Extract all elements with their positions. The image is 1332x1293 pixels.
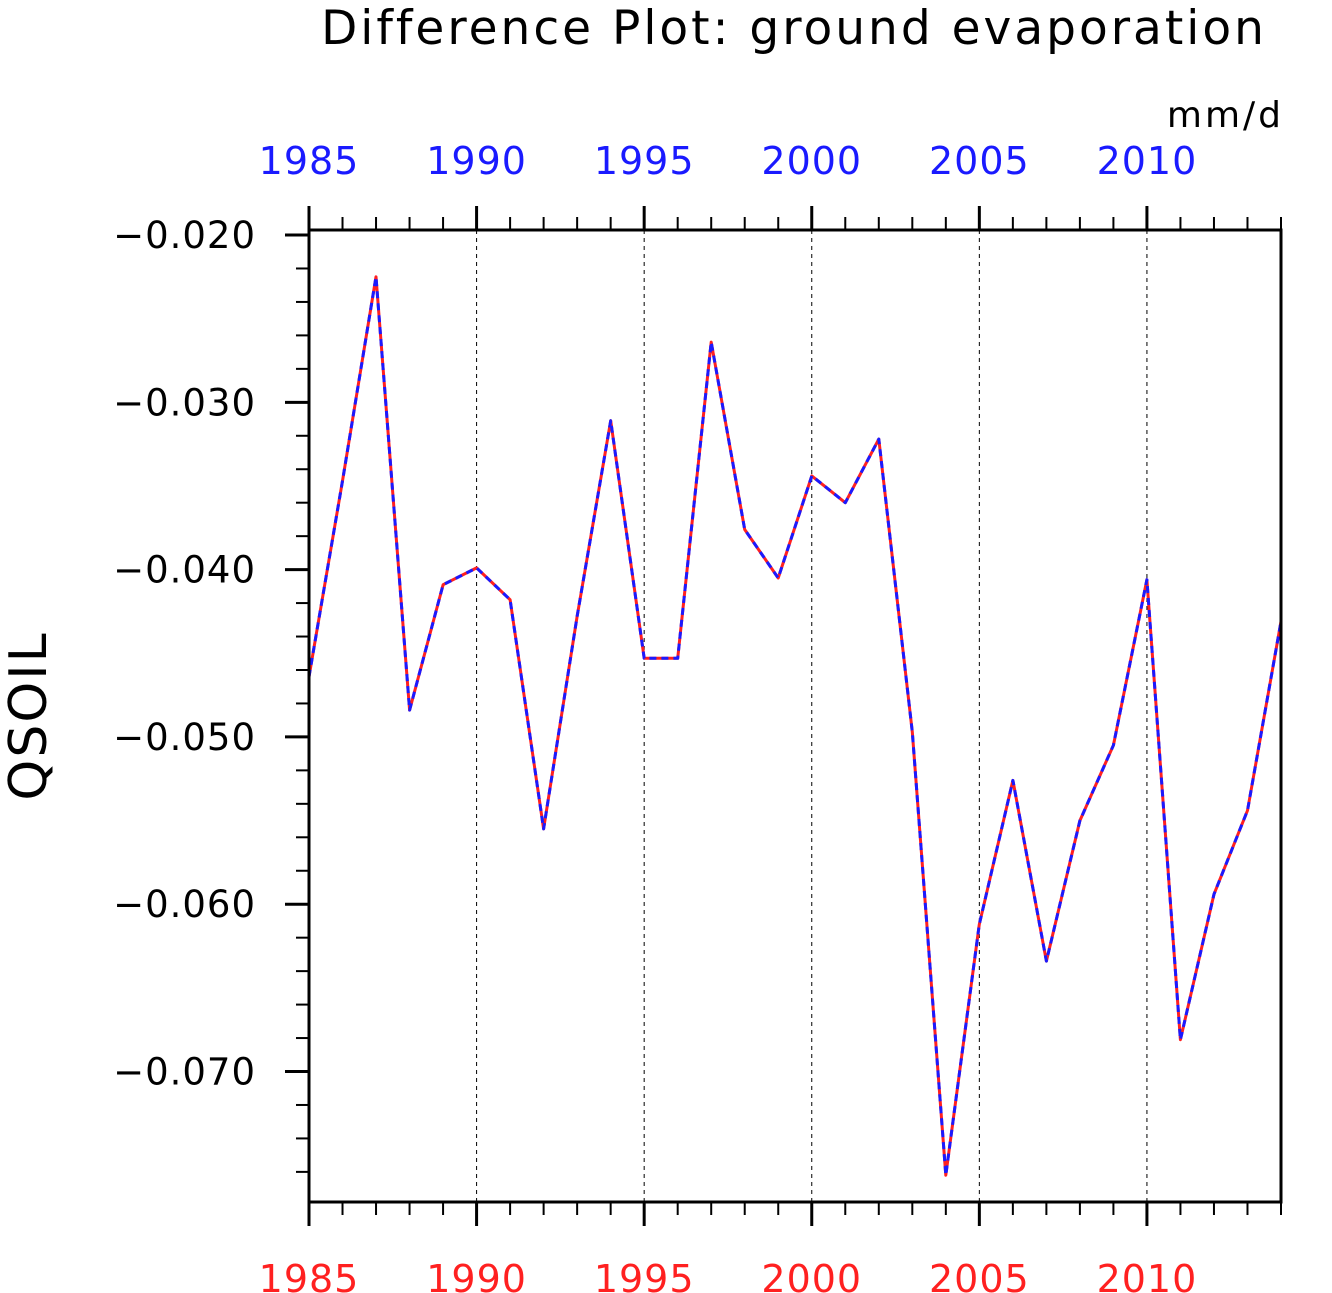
x-tick-label-top: 2005	[929, 139, 1030, 183]
y-tick-label: −0.020	[113, 214, 256, 257]
y-tick-label: −0.030	[113, 381, 256, 424]
x-tick-label-bottom: 2000	[761, 1257, 862, 1293]
y-tick-label: −0.050	[113, 716, 256, 759]
grid-lines	[476, 230, 1148, 1202]
chart-title: Difference Plot: ground evaporation	[321, 1, 1267, 56]
x-tick-label-top: 1990	[426, 139, 527, 183]
x-tick-label-bottom: 1985	[259, 1257, 360, 1293]
y-tick-label: −0.070	[113, 1051, 256, 1094]
x-tick-label-top: 2000	[761, 139, 862, 183]
y-tick-label: −0.060	[113, 883, 256, 926]
series-lines	[307, 275, 1283, 1177]
x-tick-label-bottom: 1995	[594, 1257, 695, 1293]
axis-ticks	[285, 206, 1282, 1226]
y-axis-label: QSOIL	[0, 631, 59, 800]
units-label: mm/d	[1167, 95, 1284, 136]
x-tick-label-top: 1995	[594, 139, 695, 183]
x-tick-label-bottom: 2005	[929, 1257, 1030, 1293]
x-tick-label-bottom: 2010	[1097, 1257, 1198, 1293]
y-tick-label: −0.040	[113, 549, 256, 592]
series-line-blue	[307, 275, 1283, 1177]
tick-labels: −0.020 −0.030 −0.040 −0.050 −0.060 −0.070 1985…	[113, 139, 1198, 1293]
plot-frame	[307, 228, 1283, 1204]
x-tick-label-top: 1985	[259, 139, 360, 183]
x-tick-label-top: 2010	[1097, 139, 1198, 183]
series-line-red	[307, 275, 1283, 1177]
x-tick-label-bottom: 1990	[426, 1257, 527, 1293]
